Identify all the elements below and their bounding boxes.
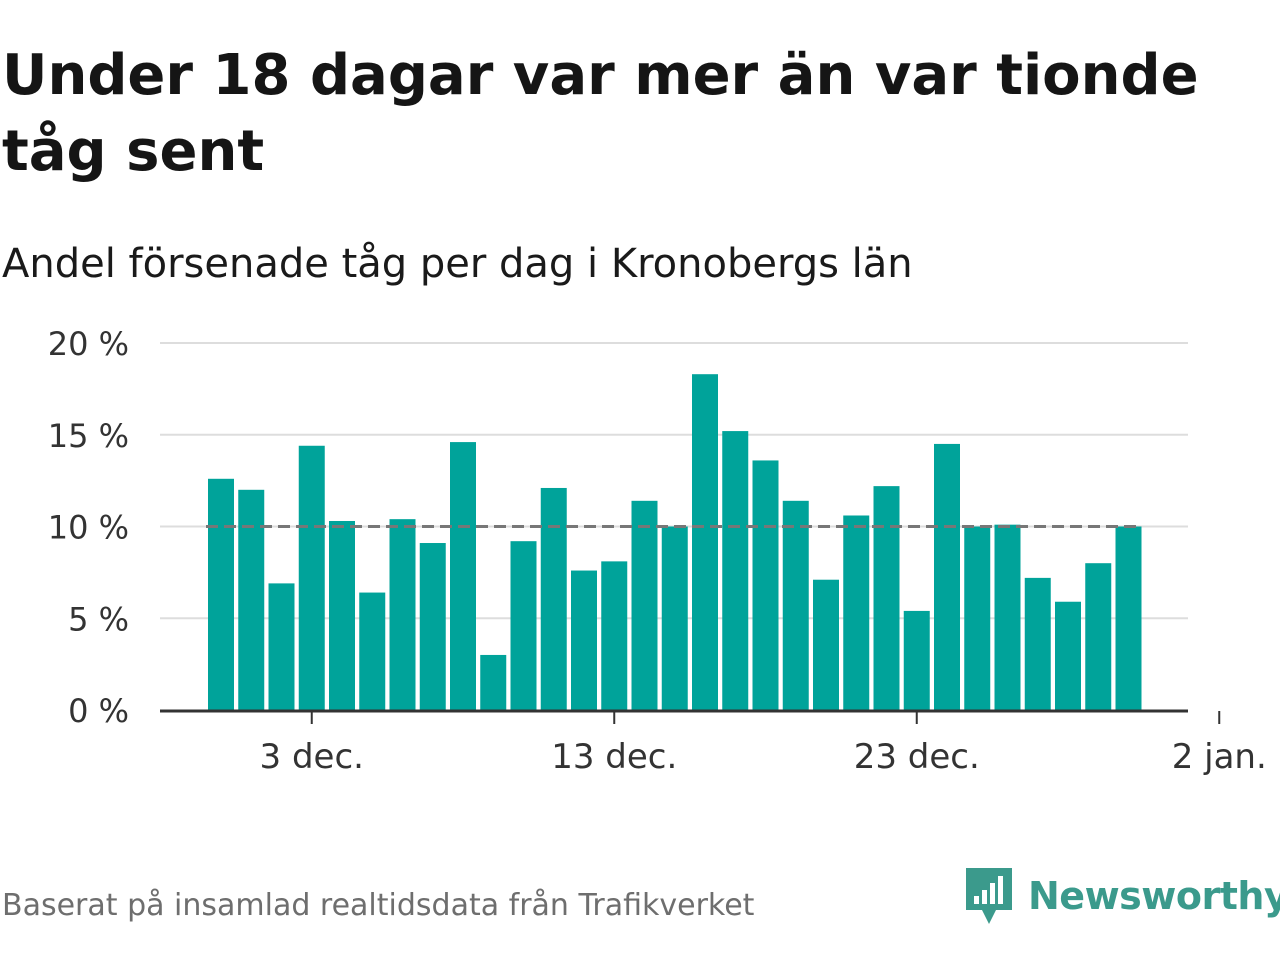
bar — [1085, 563, 1112, 710]
bar — [208, 478, 234, 710]
bar — [419, 543, 446, 710]
bar — [1115, 526, 1142, 710]
y-tick-label: 20 % — [48, 325, 129, 363]
bar — [1024, 577, 1051, 710]
bar — [843, 515, 870, 710]
chart-title: Under 18 dagar var mer än var tionde tåg… — [2, 43, 1199, 184]
brand-name: Newsworthy — [1028, 874, 1280, 918]
x-tick-label: 2 jan. — [1172, 737, 1267, 777]
bar — [268, 583, 295, 710]
bar — [903, 610, 930, 710]
bar — [873, 486, 900, 710]
bar — [298, 445, 325, 710]
bar — [964, 526, 991, 710]
bar — [510, 541, 537, 710]
y-tick-label: 0 % — [68, 692, 129, 730]
y-tick-label: 5 % — [68, 600, 129, 638]
x-tick-label: 3 dec. — [260, 737, 364, 777]
bar — [238, 489, 265, 710]
bar — [782, 500, 809, 710]
source-note: Baserat på insamlad realtidsdata från Tr… — [2, 888, 755, 923]
bar — [631, 500, 658, 710]
bar — [752, 460, 779, 710]
bar — [480, 654, 507, 710]
y-tick-label: 15 % — [48, 417, 129, 455]
x-axis-labels: 3 dec. 13 dec. 23 dec. 2 jan. — [260, 737, 1267, 777]
bars — [208, 374, 1142, 710]
y-tick-label: 10 % — [48, 509, 129, 547]
bar — [994, 524, 1021, 710]
bar — [450, 442, 476, 710]
newsworthy-logo-icon — [966, 868, 1012, 924]
bar — [813, 579, 839, 710]
x-tick-label: 23 dec. — [854, 737, 980, 777]
bar — [601, 561, 628, 710]
bar — [661, 526, 688, 710]
bar — [692, 374, 718, 710]
bar — [359, 592, 386, 710]
x-tick-label: 13 dec. — [551, 737, 677, 777]
bar — [571, 570, 597, 710]
bar — [1055, 601, 1081, 710]
chart-subtitle: Andel försenade tåg per dag i Kronobergs… — [2, 241, 913, 287]
y-axis-labels: 0 % 5 % 10 % 15 % 20 % — [48, 325, 129, 730]
bar — [329, 520, 355, 710]
bar — [722, 431, 749, 710]
bar — [389, 519, 416, 710]
bar — [934, 443, 960, 710]
bar-chart: 0 % 5 % 10 % 15 % 20 % 3 dec. 13 dec. 23 dec. 2… — [48, 325, 1267, 777]
newsworthy-brand[interactable]: Newsworthy — [964, 864, 1280, 928]
x-axis — [160, 709, 1221, 724]
bar — [540, 487, 567, 710]
